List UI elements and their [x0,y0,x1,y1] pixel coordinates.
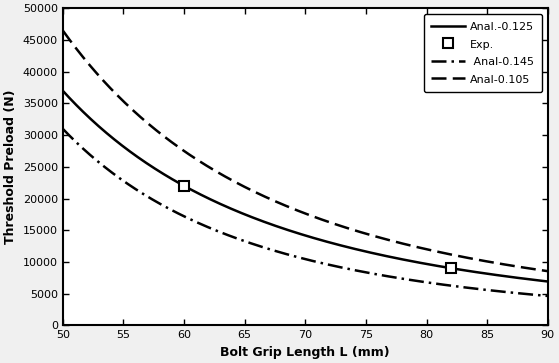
X-axis label: Bolt Grip Length L (mm): Bolt Grip Length L (mm) [220,346,390,359]
Y-axis label: Threshold Preload (N): Threshold Preload (N) [4,90,17,244]
Legend: Anal.-0.125, Exp.,  Anal-0.145, Anal-0.105: Anal.-0.125, Exp., Anal-0.145, Anal-0.10… [424,14,542,93]
